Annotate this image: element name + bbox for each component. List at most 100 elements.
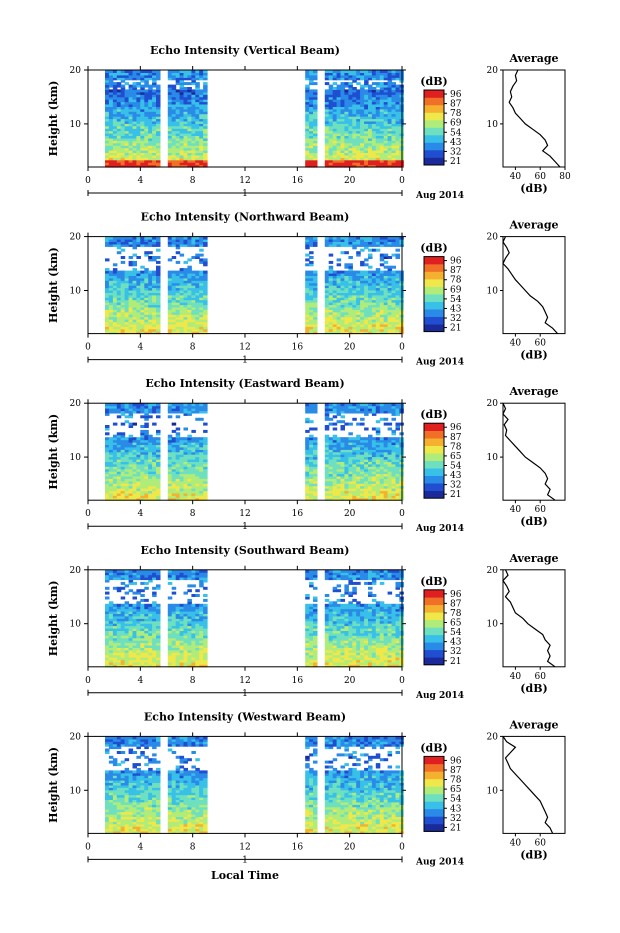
heatmap-cell: [388, 423, 393, 426]
heatmap-cell: [305, 85, 310, 88]
heatmap: [105, 403, 404, 501]
heatmap-cell: [172, 423, 177, 426]
colorbar-swatch: [424, 158, 444, 166]
heatmap-cell: [329, 266, 334, 269]
heatmap-cell: [156, 430, 161, 433]
heatmap-cell: [360, 249, 365, 252]
heatmap-cell: [368, 271, 373, 274]
heatmap-cell: [136, 256, 141, 259]
y-tick-label: 20: [70, 66, 82, 76]
heatmap-cell: [199, 89, 204, 92]
heatmap-cell: [144, 268, 149, 271]
heatmap-cell: [388, 437, 393, 440]
profile-title: Average: [508, 52, 558, 65]
heatmap-cell: [176, 271, 181, 274]
profile-title: Average: [508, 219, 558, 232]
heatmap-cell: [117, 251, 122, 254]
heatmap-cell: [140, 415, 145, 418]
heatmap-cell: [360, 85, 365, 88]
colorbar-swatch: [424, 98, 444, 106]
heatmap-cell: [376, 82, 381, 85]
profile-x-tick-label: 60: [534, 172, 546, 182]
heatmap-cell: [337, 437, 342, 440]
heatmap-cell: [168, 258, 173, 261]
heatmap-cell: [309, 428, 314, 431]
heatmap-cell: [305, 437, 310, 440]
heatmap-cell: [384, 418, 389, 421]
profile-x-label: (dB): [520, 349, 547, 362]
heatmap-cell: [396, 249, 401, 252]
colorbar-swatch: [424, 105, 444, 113]
heatmap: [105, 70, 404, 168]
heatmap-cell: [105, 425, 110, 428]
profile-y-tick-label: 10: [487, 120, 499, 130]
heatmap-cell: [199, 271, 204, 274]
heatmap-cell: [337, 271, 342, 274]
colorbar-swatch: [424, 150, 444, 158]
heatmap-cell: [325, 271, 330, 274]
heatmap-cell: [341, 82, 346, 85]
heatmap-cell: [348, 432, 353, 435]
heatmap-cell: [329, 261, 334, 264]
heatmap-cell: [144, 89, 149, 92]
heatmap-cell: [376, 249, 381, 252]
heatmap-cell: [117, 432, 122, 435]
heatmap-cell: [356, 89, 361, 92]
heatmap-cell: [113, 423, 118, 426]
heatmap-cell: [117, 415, 122, 418]
colorbar-tick-label: 69: [450, 119, 462, 129]
heatmap-cell: [392, 418, 397, 421]
heatmap-cell: [333, 415, 338, 418]
heatmap-cell: [344, 437, 349, 440]
heatmap-cell: [364, 428, 369, 431]
heatmap-cell: [356, 423, 361, 426]
heatmap-cell: [187, 266, 192, 269]
heatmap-cell: [136, 437, 141, 440]
heatmap-cell: [129, 261, 134, 264]
heatmap-cell: [172, 430, 177, 433]
heatmap-cell: [305, 430, 310, 433]
panel-title: Echo Intensity (Vertical Beam): [150, 44, 340, 57]
colorbar-tick-label: 78: [450, 276, 462, 286]
heatmap-cell: [376, 428, 381, 431]
heatmap-cell: [372, 271, 377, 274]
colorbar-tick-label: 54: [450, 128, 462, 138]
heatmap-cell: [136, 89, 141, 92]
heatmap-cell: [148, 256, 153, 259]
heatmap-cell: [136, 82, 141, 85]
heatmap-cell: [341, 425, 346, 428]
heatmap: [105, 237, 404, 335]
heatmap-cell: [133, 261, 138, 264]
heatmap-cell: [125, 420, 130, 423]
heatmap-cell: [333, 82, 338, 85]
heatmap-cell: [144, 430, 149, 433]
heatmap-cell: [392, 82, 397, 85]
heatmap-cell: [156, 266, 161, 269]
heatmap-cell: [309, 261, 314, 264]
heatmap-cell: [329, 85, 334, 88]
x-tick-label: 20: [344, 343, 356, 353]
heatmap-cell: [109, 437, 114, 440]
colorbar-swatch: [424, 113, 444, 121]
heatmap-cell: [392, 266, 397, 269]
heatmap-cell: [184, 268, 189, 271]
heatmap-cell: [133, 82, 138, 85]
heatmap-cell: [309, 271, 314, 274]
x-tick-label: 4: [137, 343, 143, 353]
heatmap-cell: [344, 271, 349, 274]
heatmap-cell: [344, 251, 349, 254]
heatmap-cell: [368, 254, 373, 257]
heatmap-cell: [184, 261, 189, 264]
heatmap-cell: [172, 85, 177, 88]
heatmap-cell: [360, 423, 365, 426]
heatmap-cell: [380, 418, 385, 421]
heatmap-cell: [203, 258, 208, 261]
heatmap-cell: [203, 271, 208, 274]
heatmap-cell: [133, 423, 138, 426]
colorbar-swatch: [424, 272, 444, 280]
heatmap-cell: [337, 263, 342, 266]
heatmap-cell: [168, 435, 173, 438]
heatmap-cell: [352, 87, 357, 90]
